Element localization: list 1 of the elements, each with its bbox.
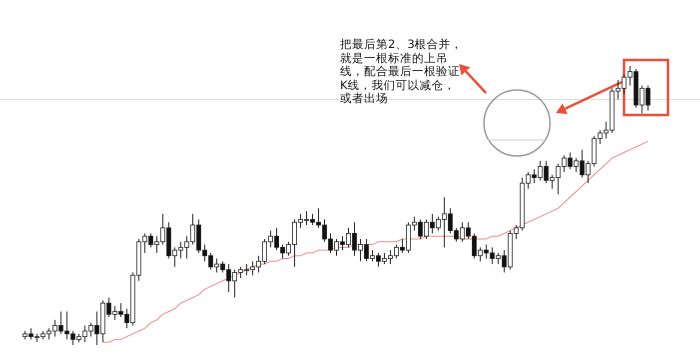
annotation: 把最后第2、3根合并，就是一根标准的上吊线，配合最后一根验证K线，我们可以减仓，或者出场: [340, 37, 464, 106]
